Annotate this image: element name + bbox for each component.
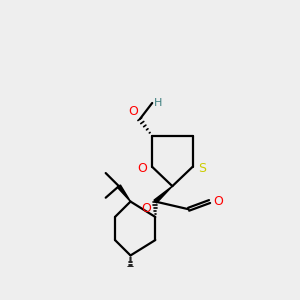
Text: O: O [128,105,138,118]
Polygon shape [117,185,130,202]
Text: H: H [154,98,162,108]
Polygon shape [154,186,172,203]
Text: S: S [198,162,206,175]
Text: O: O [142,202,152,215]
Text: O: O [213,195,223,208]
Text: O: O [137,162,147,175]
